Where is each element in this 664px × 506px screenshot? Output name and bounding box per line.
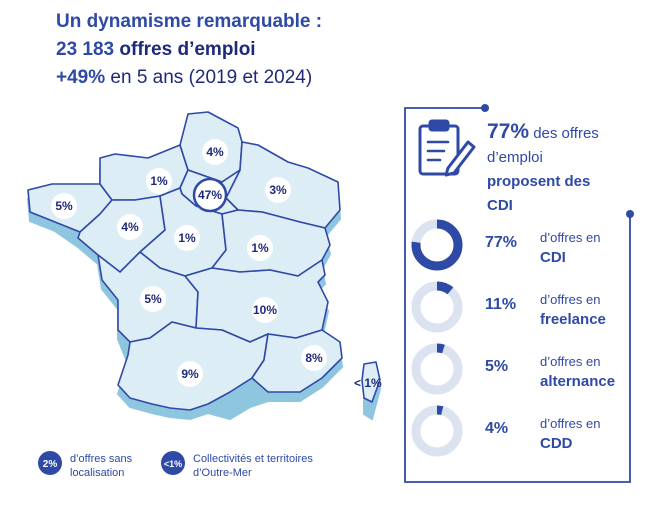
region-label-bubble	[177, 361, 203, 387]
donut-arc	[411, 219, 463, 271]
legend-no-location-text: d’offres sans localisation	[70, 453, 133, 479]
region-paca	[251, 329, 343, 393]
contract-label: d’offres en alternance	[540, 354, 616, 390]
region-label: 47%	[198, 188, 222, 202]
headline-pct: 77%	[487, 120, 530, 143]
legend-badge-no-location	[38, 451, 62, 475]
region-label: 1%	[150, 174, 168, 188]
region-label-bubble	[192, 177, 228, 213]
contract-panel	[404, 104, 634, 483]
contract-pct: 77%	[485, 234, 518, 251]
region-label: 3%	[269, 183, 287, 197]
donut-arc	[411, 343, 463, 395]
contract-label: d’offres en CDD	[540, 416, 601, 452]
growth-value: +49%	[56, 67, 106, 88]
donut-track	[411, 343, 463, 395]
region-label-bubble	[247, 235, 273, 261]
legend: 2% <1%	[38, 451, 185, 475]
legend-badge-text: <1%	[164, 459, 182, 469]
region-label: 5%	[144, 292, 162, 306]
region-label: 5%	[55, 199, 73, 213]
legend-outre-mer-text: Collectivités et territoires d’Outre-Mer	[193, 453, 313, 479]
headline-growth: +49% en 5 ans (2019 et 2024)	[56, 66, 312, 90]
region-label: 9%	[181, 367, 199, 381]
france-map: 5% 1% 4% 47% 3% 4% 1% 1% 5% 10% 9% 8% < 1%	[26, 111, 382, 421]
region-label: 1%	[251, 241, 269, 255]
region-label-bubble	[301, 345, 327, 371]
contract-pct: 4%	[485, 420, 509, 437]
donut-track	[411, 281, 463, 333]
donut-track	[411, 405, 463, 457]
region-label: 1%	[178, 231, 196, 245]
region-label-bubble	[140, 286, 166, 312]
contract-pct: 11%	[485, 296, 517, 313]
region-corse	[361, 361, 381, 403]
legend-badge-outre-mer	[161, 451, 185, 475]
clipboard-pen-icon	[418, 119, 476, 177]
offers-count: 23 183	[56, 39, 115, 60]
headline-offers: 23 183 offres d’emploi	[56, 38, 256, 62]
headline-title: Un dynamisme remarquable :	[56, 11, 323, 32]
offers-label: offres d’emploi	[119, 39, 256, 60]
region-label-bubble	[252, 297, 278, 323]
region-label-bubble	[51, 193, 77, 219]
donut-arc	[411, 281, 463, 333]
region-label: 8%	[305, 351, 323, 365]
donut-arc	[411, 405, 463, 457]
region-label-bubble	[146, 168, 172, 194]
region-label-bubble	[117, 214, 143, 240]
region-label: < 1%	[354, 376, 382, 390]
region-label: 10%	[253, 303, 277, 317]
region-label: 4%	[121, 220, 139, 234]
region-label-bubble	[174, 225, 200, 251]
contract-label: d’offres en CDI	[540, 230, 601, 266]
region-label-bubble	[202, 139, 228, 165]
region-label: 4%	[206, 145, 224, 159]
legend-badge-text: 2%	[43, 459, 58, 470]
growth-label: en 5 ans (2019 et 2024)	[110, 67, 313, 88]
contract-label: d’offres en freelance	[540, 292, 606, 328]
region-label-bubble	[265, 177, 291, 203]
panel-headline: 77% des offres d’emploi proposent des CD…	[487, 120, 599, 214]
contract-pct: 5%	[485, 358, 509, 375]
